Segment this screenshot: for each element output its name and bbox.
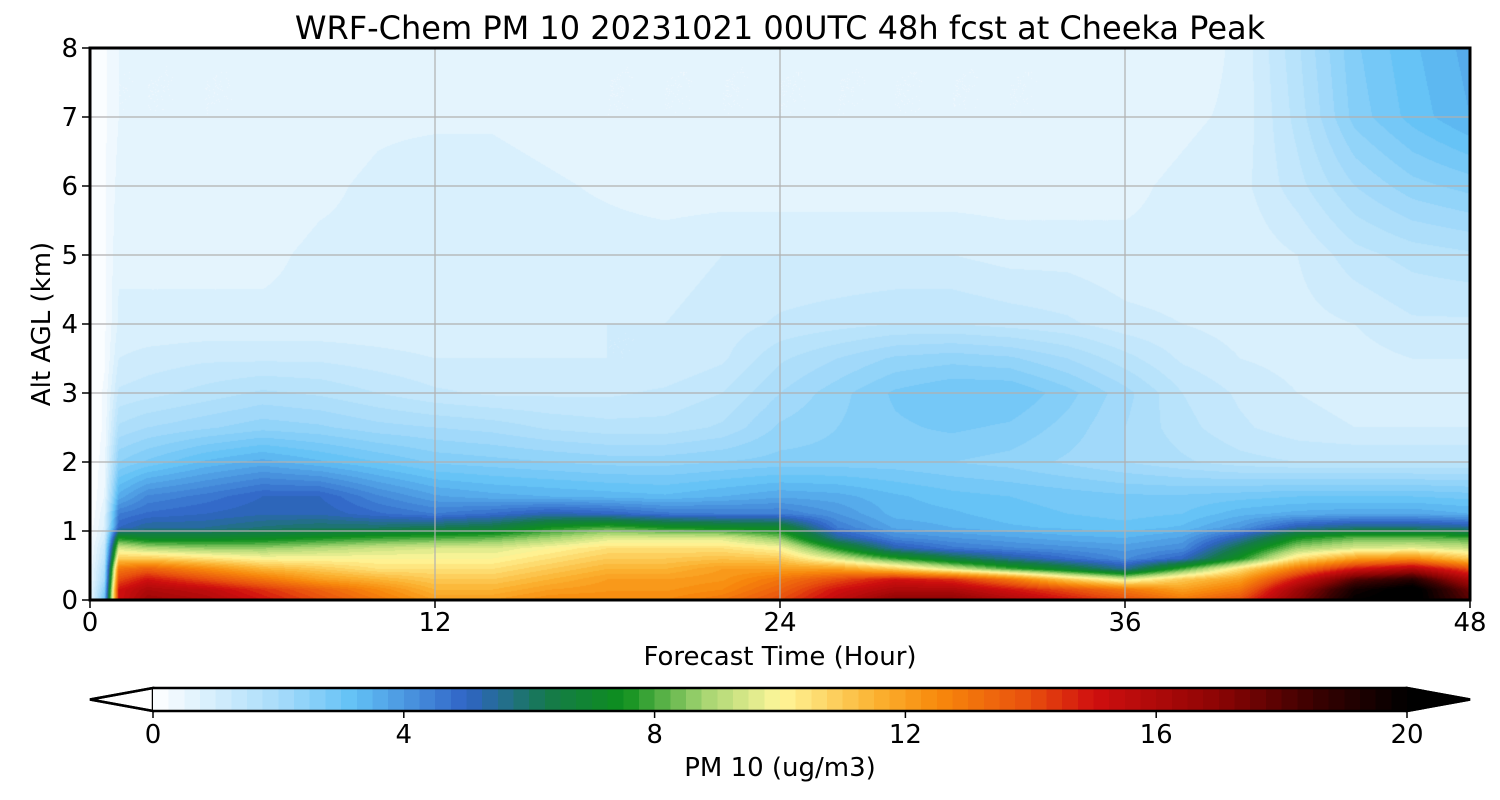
colorbar-tick-label: 20 xyxy=(1390,720,1423,750)
colorbar-tick-label: 4 xyxy=(396,720,413,750)
y-axis-ticks: 0 1 2 3 4 5 6 7 8 xyxy=(61,34,90,616)
y-tick-label: 5 xyxy=(61,241,78,271)
colorbar: 0 4 8 12 16 20 xyxy=(89,686,1471,750)
y-tick-label: 7 xyxy=(61,103,78,133)
colorbar-tick-label: 8 xyxy=(646,720,663,750)
x-axis-label: Forecast Time (Hour) xyxy=(643,642,916,672)
x-tick-label: 36 xyxy=(1108,608,1141,638)
y-tick-label: 0 xyxy=(61,586,78,616)
x-axis-ticks: 0 12 24 36 48 xyxy=(82,600,1487,638)
y-axis-label: Alt AGL (km) xyxy=(27,242,57,406)
colorbar-bar xyxy=(153,688,1407,711)
x-tick-label: 24 xyxy=(763,608,796,638)
colorbar-over-arrow xyxy=(1405,686,1471,713)
chart-title: WRF-Chem PM 10 20231021 00UTC 48h fcst a… xyxy=(295,9,1266,47)
colorbar-ticks: 0 4 8 12 16 20 xyxy=(145,711,1424,750)
y-tick-label: 4 xyxy=(61,310,78,340)
colorbar-under-arrow xyxy=(89,686,155,713)
x-tick-label: 48 xyxy=(1453,608,1486,638)
colorbar-label: PM 10 (ug/m3) xyxy=(684,753,876,783)
colorbar-tick-label: 16 xyxy=(1140,720,1173,750)
y-tick-label: 8 xyxy=(61,34,78,64)
y-tick-label: 2 xyxy=(61,448,78,478)
colorbar-tick-label: 12 xyxy=(889,720,922,750)
colorbar-tick-label: 0 xyxy=(145,720,162,750)
grid-lines xyxy=(90,48,1470,600)
x-tick-label: 0 xyxy=(82,608,99,638)
x-tick-label: 12 xyxy=(418,608,451,638)
y-tick-label: 1 xyxy=(61,517,78,547)
y-tick-label: 3 xyxy=(61,379,78,409)
y-tick-label: 6 xyxy=(61,172,78,202)
